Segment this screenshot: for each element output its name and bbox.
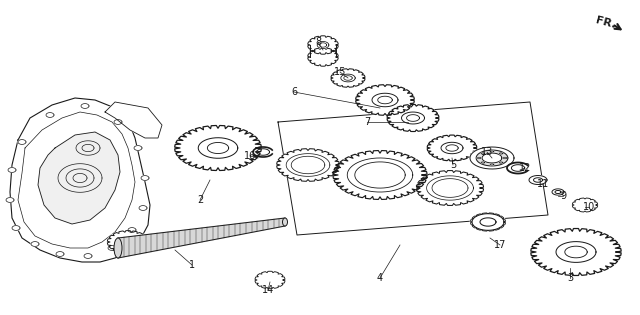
Polygon shape	[108, 246, 116, 250]
Polygon shape	[477, 157, 481, 159]
Polygon shape	[255, 271, 285, 289]
Polygon shape	[417, 170, 484, 205]
Text: 17: 17	[494, 240, 506, 250]
Polygon shape	[401, 112, 424, 124]
Polygon shape	[276, 149, 339, 181]
Polygon shape	[198, 138, 238, 158]
Polygon shape	[356, 85, 414, 115]
Text: 4: 4	[377, 273, 383, 283]
Text: 6: 6	[291, 87, 297, 97]
Polygon shape	[291, 156, 325, 174]
Text: 1: 1	[189, 260, 195, 270]
Polygon shape	[490, 164, 494, 165]
Text: 8: 8	[315, 37, 321, 47]
Polygon shape	[84, 254, 92, 258]
Polygon shape	[499, 153, 503, 154]
Polygon shape	[175, 125, 261, 170]
Text: 14: 14	[262, 285, 274, 295]
Text: 12: 12	[519, 163, 531, 173]
Polygon shape	[56, 252, 64, 256]
Polygon shape	[406, 115, 419, 121]
Polygon shape	[572, 198, 598, 212]
Polygon shape	[8, 168, 16, 172]
Polygon shape	[308, 48, 339, 66]
Text: 15: 15	[334, 67, 346, 77]
Polygon shape	[556, 242, 596, 262]
Text: FR.: FR.	[594, 15, 616, 31]
Polygon shape	[499, 162, 503, 163]
Polygon shape	[552, 189, 564, 195]
Text: 5: 5	[450, 160, 456, 170]
Polygon shape	[31, 242, 39, 246]
Text: 3: 3	[567, 273, 573, 283]
Polygon shape	[10, 98, 150, 262]
Polygon shape	[141, 175, 149, 180]
Text: 9: 9	[560, 191, 566, 201]
Text: 13: 13	[481, 147, 493, 157]
Polygon shape	[331, 69, 365, 87]
Text: 2: 2	[197, 195, 203, 205]
Polygon shape	[387, 105, 439, 132]
Polygon shape	[355, 162, 405, 188]
Polygon shape	[114, 120, 122, 124]
Polygon shape	[319, 43, 326, 47]
Polygon shape	[372, 93, 398, 107]
Text: 16: 16	[244, 151, 256, 161]
Text: 10: 10	[583, 202, 595, 212]
Polygon shape	[534, 178, 543, 182]
Polygon shape	[286, 154, 330, 176]
Polygon shape	[470, 147, 514, 169]
Polygon shape	[308, 36, 339, 54]
Polygon shape	[470, 213, 506, 231]
Polygon shape	[81, 104, 89, 108]
Polygon shape	[46, 112, 54, 117]
Text: 7: 7	[364, 117, 370, 127]
Polygon shape	[207, 142, 228, 153]
Polygon shape	[490, 151, 494, 152]
Polygon shape	[565, 246, 588, 258]
Polygon shape	[432, 179, 468, 198]
Polygon shape	[108, 231, 148, 253]
Polygon shape	[38, 132, 120, 224]
Polygon shape	[472, 214, 504, 230]
Polygon shape	[481, 162, 484, 163]
Polygon shape	[317, 42, 329, 49]
Ellipse shape	[114, 238, 122, 258]
Polygon shape	[134, 146, 142, 150]
Polygon shape	[480, 218, 496, 226]
Polygon shape	[341, 74, 355, 82]
Polygon shape	[378, 96, 392, 104]
Polygon shape	[105, 102, 162, 138]
Polygon shape	[344, 76, 352, 80]
Polygon shape	[503, 157, 507, 159]
Polygon shape	[476, 150, 508, 166]
Polygon shape	[128, 228, 136, 232]
Polygon shape	[441, 142, 463, 154]
Polygon shape	[427, 176, 474, 200]
Ellipse shape	[282, 218, 287, 226]
Polygon shape	[118, 218, 285, 258]
Polygon shape	[481, 153, 484, 154]
Polygon shape	[348, 158, 413, 192]
Polygon shape	[333, 151, 427, 199]
Polygon shape	[531, 228, 621, 276]
Polygon shape	[555, 191, 561, 193]
Text: 11: 11	[537, 179, 549, 189]
Polygon shape	[6, 198, 14, 203]
Polygon shape	[139, 206, 147, 210]
Polygon shape	[482, 153, 502, 163]
Polygon shape	[18, 140, 26, 144]
Polygon shape	[446, 145, 458, 151]
Polygon shape	[12, 226, 20, 230]
Polygon shape	[529, 175, 547, 185]
Polygon shape	[427, 135, 477, 161]
